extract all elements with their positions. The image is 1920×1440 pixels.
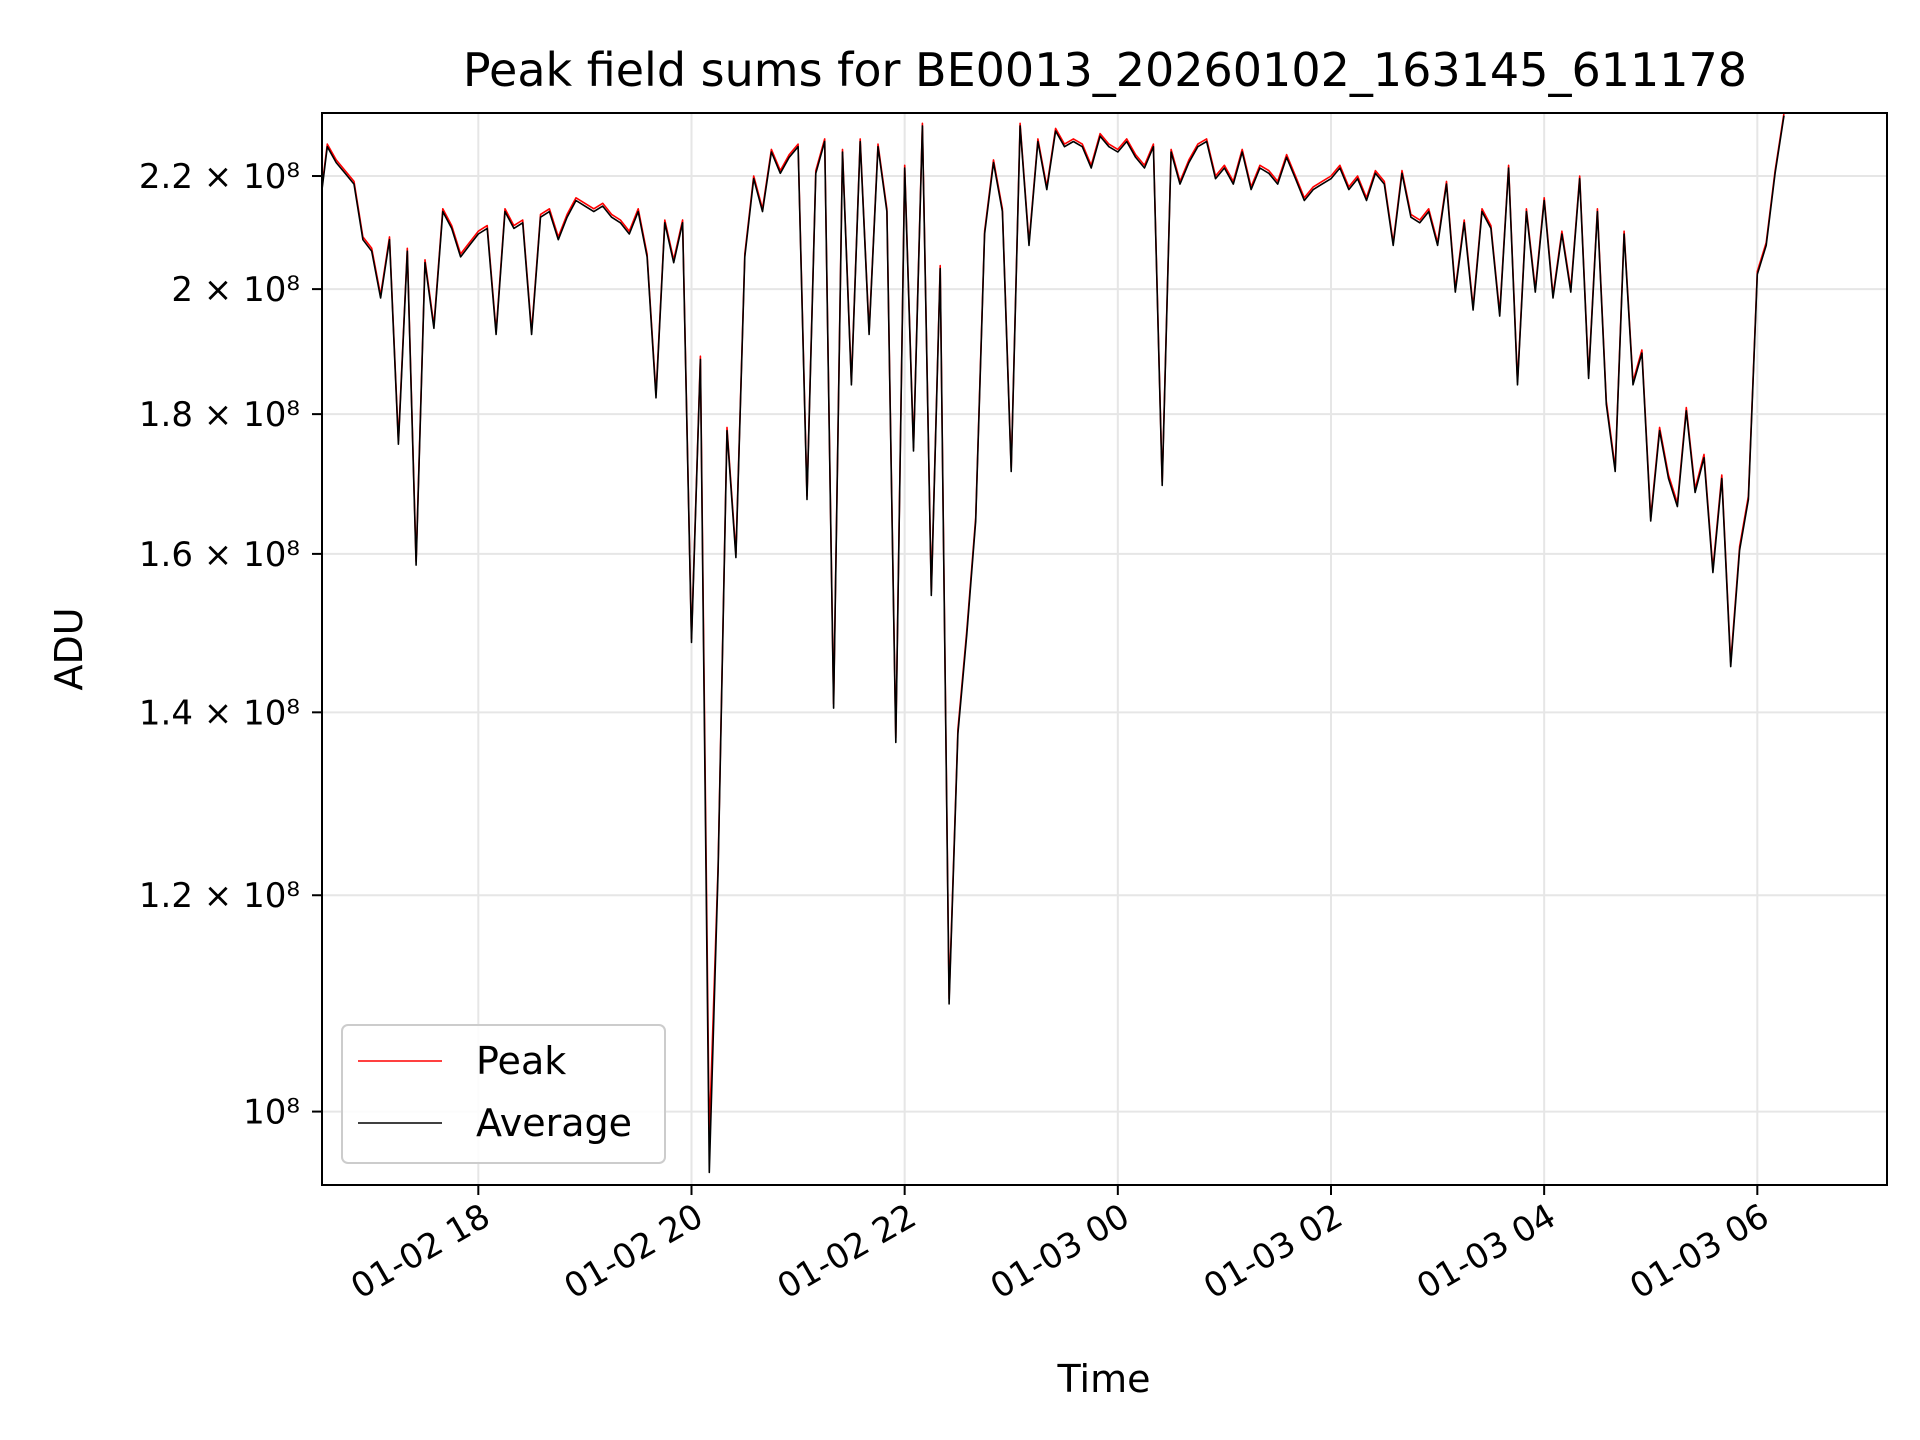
grid xyxy=(322,113,1887,1185)
y-tick-label: 2.2 × 10⁸ xyxy=(139,157,300,197)
plot-frame xyxy=(321,112,1888,1186)
plot-lines xyxy=(322,113,1785,1174)
x-axis-title: Time xyxy=(1057,1357,1151,1401)
chart-title: Peak field sums for BE0013_20260102_1631… xyxy=(463,43,1747,97)
series-line-average xyxy=(322,115,1785,1174)
legend-box xyxy=(341,1024,666,1164)
y-tick-label: 1.6 × 10⁸ xyxy=(139,535,300,575)
legend-label-peak: Peak xyxy=(476,1039,566,1083)
y-tick-label: 10⁸ xyxy=(243,1093,300,1133)
legend: Peak Average xyxy=(341,1024,666,1164)
legend-label-average: Average xyxy=(476,1101,632,1145)
y-tick-label: 1.2 × 10⁸ xyxy=(139,876,300,916)
y-tick-label: 2 × 10⁸ xyxy=(171,270,300,310)
y-axis: 10⁸ 1.2 × 10⁸ 1.4 × 10⁸ 1.6 × 10⁸ 1.8 × 10⁸ 2… xyxy=(139,157,322,1133)
y-tick-label: 1.8 × 10⁸ xyxy=(139,395,300,435)
y-tick-label: 1.4 × 10⁸ xyxy=(139,693,300,733)
y-axis-title: ADU xyxy=(47,607,91,690)
